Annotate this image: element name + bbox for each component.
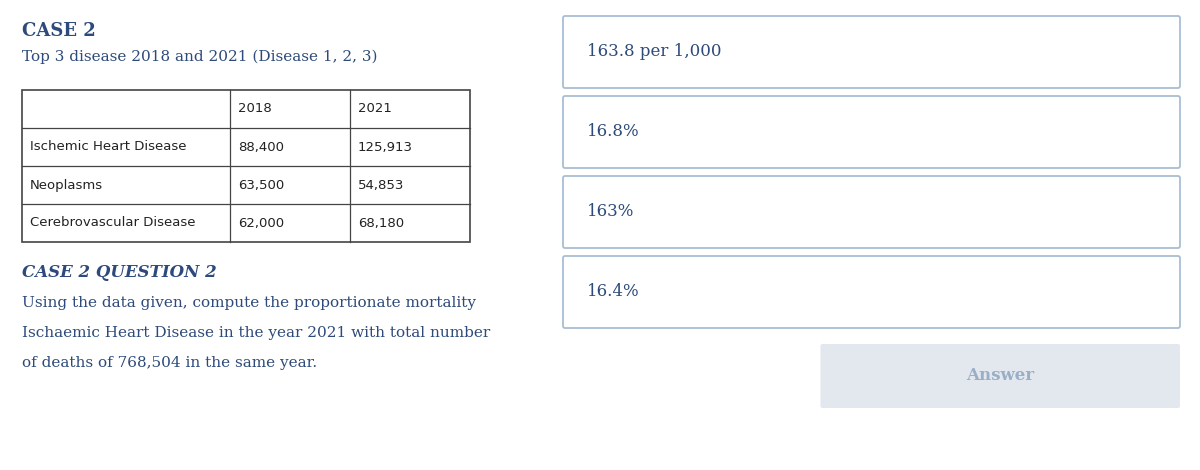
FancyBboxPatch shape [563, 16, 1180, 88]
Text: 163%: 163% [587, 204, 635, 220]
Text: CASE 2 QUESTION 2: CASE 2 QUESTION 2 [22, 264, 217, 281]
Text: 54,853: 54,853 [358, 179, 404, 191]
Text: 125,913: 125,913 [358, 141, 413, 154]
Text: 62,000: 62,000 [238, 217, 284, 229]
Text: Cerebrovascular Disease: Cerebrovascular Disease [30, 217, 196, 229]
Text: 2018: 2018 [238, 102, 271, 116]
Text: CASE 2: CASE 2 [22, 22, 96, 40]
Bar [22, 90, 470, 242]
FancyBboxPatch shape [563, 176, 1180, 248]
Text: Top 3 disease 2018 and 2021 (Disease 1, 2, 3): Top 3 disease 2018 and 2021 (Disease 1, … [22, 50, 378, 64]
FancyBboxPatch shape [821, 344, 1180, 408]
Text: Neoplasms: Neoplasms [30, 179, 103, 191]
FancyBboxPatch shape [563, 256, 1180, 328]
Text: 88,400: 88,400 [238, 141, 284, 154]
Text: of deaths of 768,504 in the same year.: of deaths of 768,504 in the same year. [22, 356, 317, 370]
Text: Using the data given, compute the proportionate mortality: Using the data given, compute the propor… [22, 296, 476, 310]
Text: 16.8%: 16.8% [587, 124, 640, 141]
Text: 68,180: 68,180 [358, 217, 404, 229]
Text: 16.4%: 16.4% [587, 283, 640, 300]
Text: 163.8 per 1,000: 163.8 per 1,000 [587, 44, 721, 61]
Text: Ischaemic Heart Disease in the year 2021 with total number: Ischaemic Heart Disease in the year 2021… [22, 326, 491, 340]
Text: 2021: 2021 [358, 102, 392, 116]
Text: Answer: Answer [966, 368, 1034, 384]
Text: Ischemic Heart Disease: Ischemic Heart Disease [30, 141, 186, 154]
Text: 63,500: 63,500 [238, 179, 284, 191]
FancyBboxPatch shape [563, 96, 1180, 168]
